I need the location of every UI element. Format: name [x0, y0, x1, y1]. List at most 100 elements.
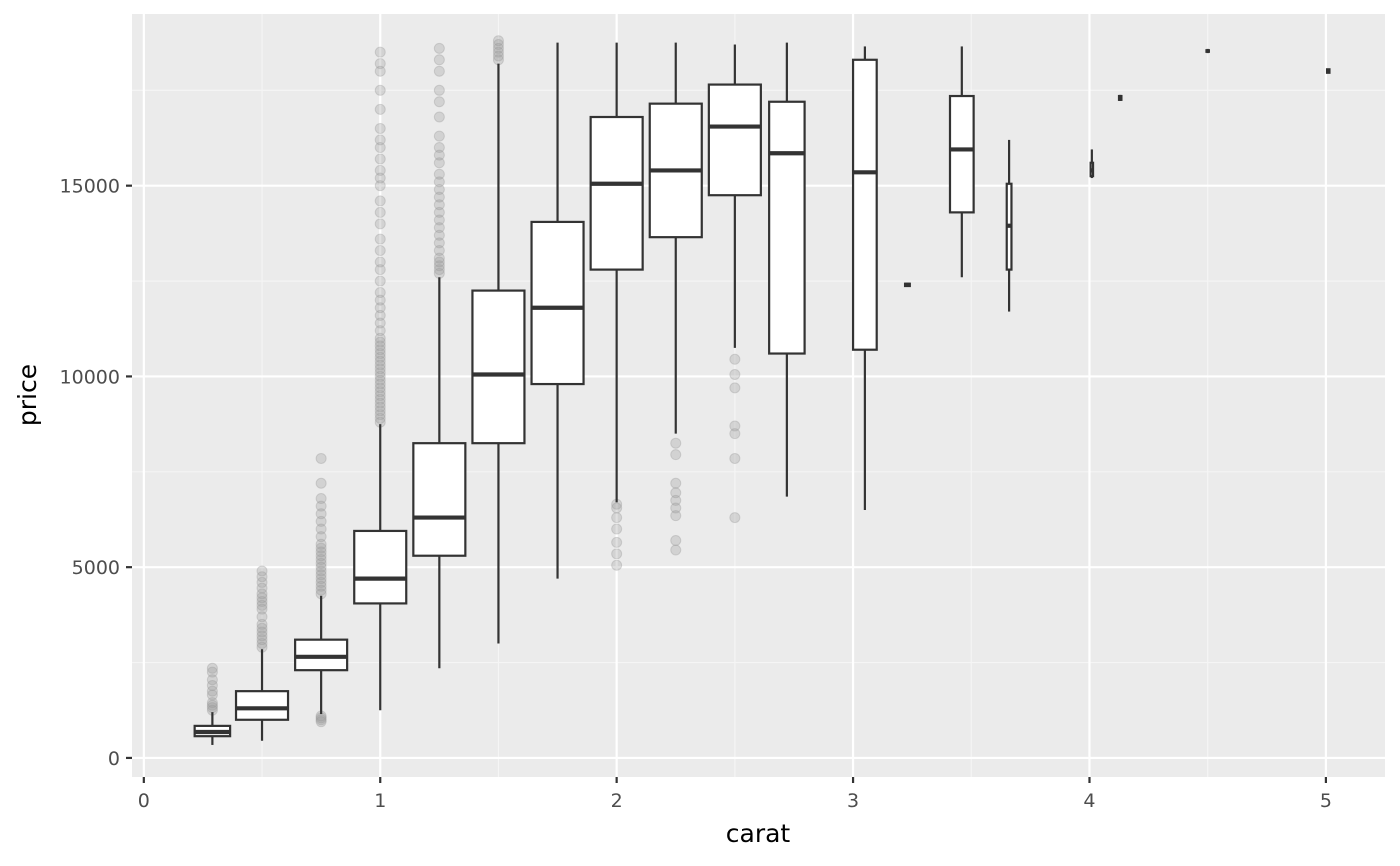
outlier-point — [611, 536, 623, 548]
outlier-point — [315, 565, 327, 577]
box-body — [530, 220, 585, 386]
outlier-point — [374, 233, 386, 245]
outlier-point — [374, 386, 386, 398]
box-body — [851, 58, 878, 351]
outlier-point — [374, 256, 386, 268]
outlier-point — [374, 195, 386, 207]
outlier-point — [315, 531, 327, 543]
box-10 — [768, 42, 806, 497]
outlier-point — [206, 697, 218, 709]
outlier-point — [374, 302, 386, 314]
outlier-point — [315, 561, 327, 573]
outlier-point — [729, 512, 741, 524]
outlier-point — [433, 65, 445, 77]
outlier-point — [670, 477, 682, 489]
outlier-point — [433, 96, 445, 108]
outlier-point — [492, 35, 504, 47]
boxplot-layer — [193, 35, 1331, 745]
outlier-point — [374, 393, 386, 405]
box-7 — [589, 42, 644, 571]
outlier-point — [433, 237, 445, 249]
outlier-point — [206, 662, 218, 674]
box-15 — [1089, 149, 1095, 179]
outlier-point — [374, 309, 386, 321]
outlier-point — [433, 168, 445, 180]
outlier-point — [670, 494, 682, 506]
outlier-point — [670, 449, 682, 461]
box-11 — [851, 46, 878, 510]
outlier-point — [315, 542, 327, 554]
box-17 — [1205, 48, 1210, 54]
outlier-point — [256, 596, 268, 608]
outlier-point — [374, 58, 386, 70]
outlier-point — [433, 111, 445, 123]
outlier-point — [256, 588, 268, 600]
outlier-point — [374, 294, 386, 306]
outlier-point — [670, 437, 682, 449]
outlier-point — [315, 515, 327, 527]
outlier-point — [611, 512, 623, 524]
outlier-point — [729, 369, 741, 381]
box-4 — [412, 42, 467, 669]
outlier-point — [492, 42, 504, 54]
box-13 — [948, 46, 975, 278]
outlier-point — [433, 84, 445, 96]
outlier-point — [433, 176, 445, 188]
outlier-point — [315, 554, 327, 566]
outlier-point — [315, 493, 327, 505]
outlier-point — [433, 222, 445, 234]
outlier-point — [206, 699, 218, 711]
outlier-point — [433, 229, 445, 241]
outlier-point — [374, 286, 386, 298]
outlier-point — [315, 573, 327, 585]
outlier-point — [315, 508, 327, 520]
outlier-point — [374, 382, 386, 394]
outlier-point — [433, 206, 445, 218]
outlier-point — [374, 370, 386, 382]
outlier-point — [374, 206, 386, 218]
box-0 — [193, 662, 232, 745]
y-tick-label: 10000 — [60, 366, 120, 388]
outlier-point — [433, 256, 445, 268]
outlier-point — [374, 409, 386, 421]
outlier-point — [492, 50, 504, 62]
outlier-point — [433, 42, 445, 54]
outlier-point — [315, 557, 327, 569]
box-16 — [1117, 94, 1123, 101]
outlier-point — [206, 666, 218, 678]
box-14 — [1005, 139, 1013, 312]
outlier-point — [729, 353, 741, 365]
outlier-point — [206, 674, 218, 686]
outlier-point — [256, 637, 268, 649]
box-body — [412, 442, 467, 557]
box-1 — [234, 565, 290, 741]
outlier-point — [433, 191, 445, 203]
outlier-point — [374, 359, 386, 371]
outlier-point — [256, 599, 268, 611]
outlier-point — [256, 622, 268, 634]
outlier-point — [611, 502, 623, 514]
outlier-point — [670, 487, 682, 499]
box-8 — [648, 42, 703, 556]
box-18 — [1325, 68, 1331, 74]
x-tick-label: 0 — [138, 790, 150, 812]
box-body — [589, 115, 644, 271]
outlier-point — [374, 397, 386, 409]
outlier-point — [492, 46, 504, 58]
outlier-point — [315, 580, 327, 592]
outlier-point — [315, 546, 327, 558]
box-5 — [471, 35, 526, 644]
outlier-point — [256, 634, 268, 646]
y-axis: 0 5000 10000 15000 — [60, 176, 132, 770]
outlier-point — [729, 452, 741, 464]
outlier-point — [611, 548, 623, 560]
outlier-point — [256, 571, 268, 583]
outlier-point — [315, 584, 327, 596]
outlier-point — [374, 412, 386, 424]
box-body — [353, 529, 408, 605]
outlier-point — [670, 534, 682, 546]
y-tick-label: 5000 — [72, 557, 120, 579]
outlier-point — [315, 452, 327, 464]
